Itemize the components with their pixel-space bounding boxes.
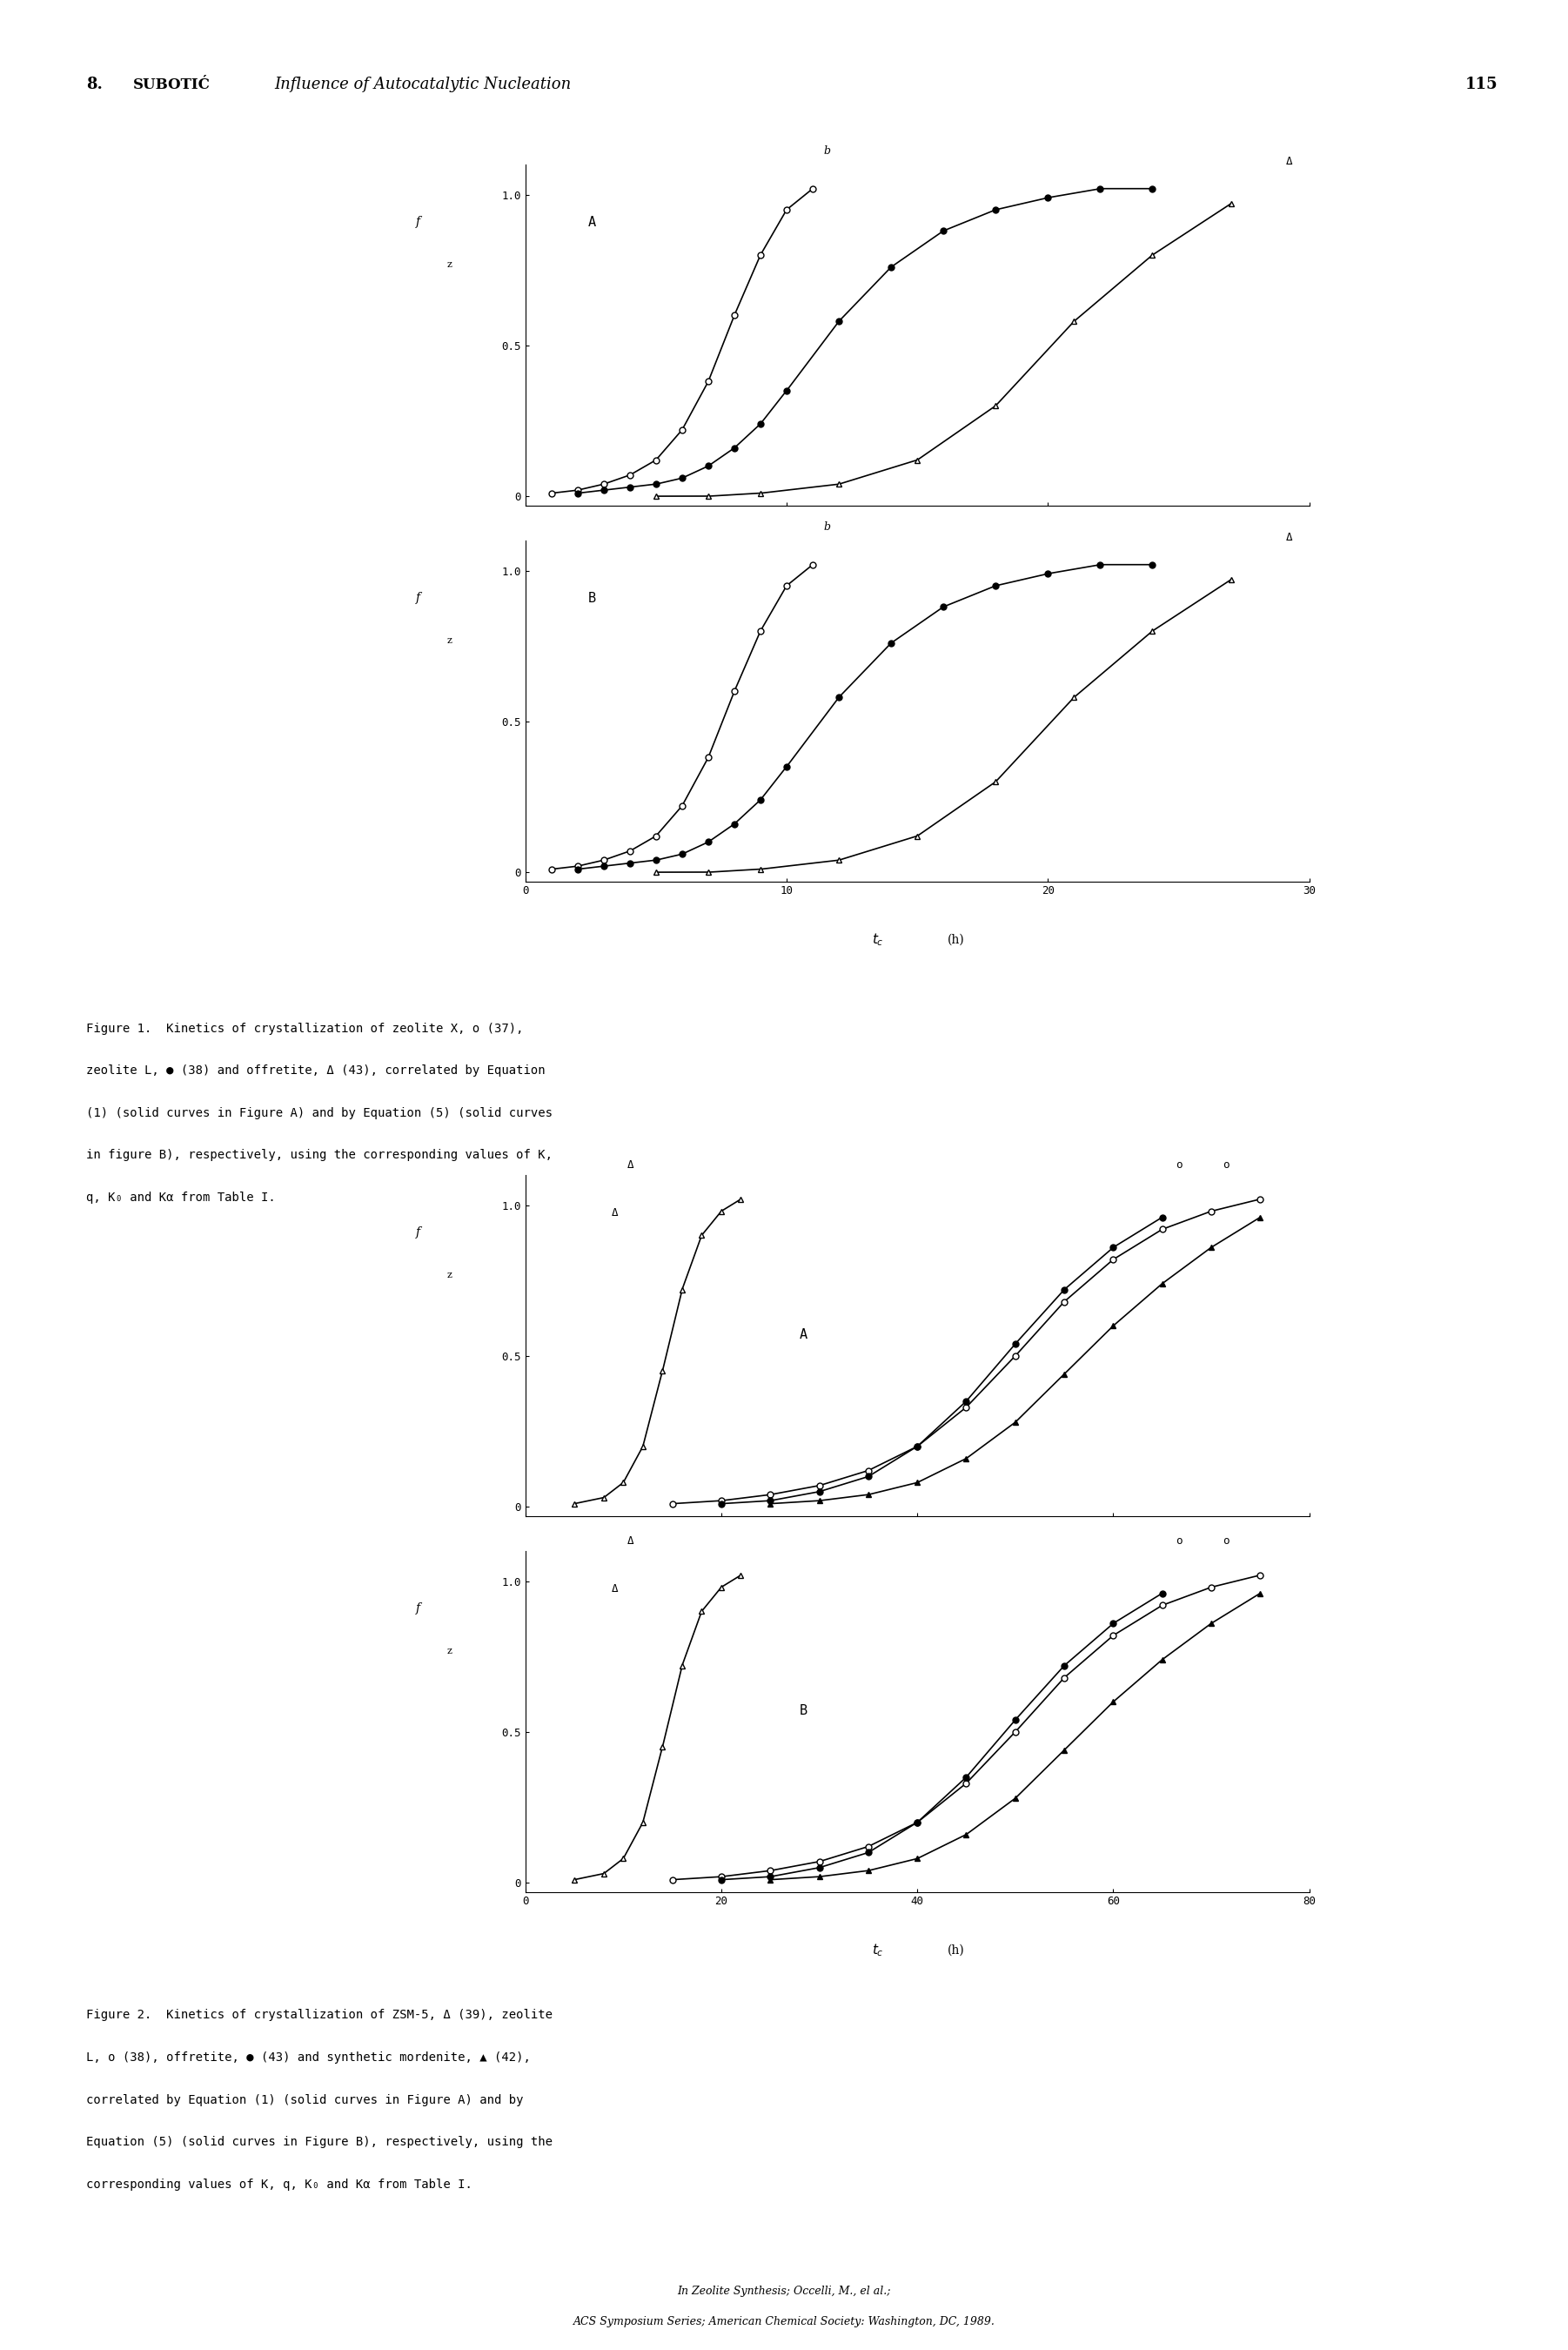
- Text: corresponding values of K, q, K₀ and Kα from Table I.: corresponding values of K, q, K₀ and Kα …: [86, 2178, 472, 2190]
- Text: $t_c$: $t_c$: [872, 933, 884, 947]
- Text: Figure 2.  Kinetics of crystallization of ZSM-5, Δ (39), zeolite: Figure 2. Kinetics of crystallization of…: [86, 2009, 552, 2021]
- Text: A: A: [800, 1328, 808, 1342]
- Text: B: B: [588, 592, 596, 604]
- Text: correlated by Equation (1) (solid curves in Figure A) and by: correlated by Equation (1) (solid curves…: [86, 2094, 524, 2106]
- Text: In Zeolite Synthesis; Occelli, M., el al.;: In Zeolite Synthesis; Occelli, M., el al…: [677, 2287, 891, 2296]
- Text: SUBOTIĆ: SUBOTIĆ: [133, 78, 210, 92]
- Text: zeolite L, ● (38) and offretite, Δ (43), correlated by Equation: zeolite L, ● (38) and offretite, Δ (43),…: [86, 1065, 546, 1076]
- Text: ACS Symposium Series; American Chemical Society: Washington, DC, 1989.: ACS Symposium Series; American Chemical …: [572, 2317, 996, 2326]
- Text: z: z: [447, 637, 452, 644]
- Text: f: f: [416, 216, 420, 228]
- Text: Δ: Δ: [627, 1159, 633, 1170]
- Text: z: z: [447, 261, 452, 268]
- Text: Δ: Δ: [612, 1584, 618, 1596]
- Text: 8.: 8.: [86, 78, 102, 92]
- Text: A: A: [588, 216, 596, 228]
- Text: $t_c$: $t_c$: [872, 1943, 884, 1958]
- Text: in figure B), respectively, using the corresponding values of K,: in figure B), respectively, using the co…: [86, 1149, 552, 1161]
- Text: Δ: Δ: [612, 1208, 618, 1220]
- Text: z: z: [447, 1271, 452, 1278]
- Text: b: b: [823, 146, 829, 157]
- Text: q, K₀ and Kα from Table I.: q, K₀ and Kα from Table I.: [86, 1191, 276, 1203]
- Text: f: f: [416, 1603, 420, 1614]
- Text: o: o: [1176, 1159, 1182, 1170]
- Text: Δ: Δ: [1286, 531, 1292, 543]
- Text: (1) (solid curves in Figure A) and by Equation (5) (solid curves: (1) (solid curves in Figure A) and by Eq…: [86, 1107, 552, 1119]
- Text: b: b: [823, 522, 829, 533]
- Text: Δ: Δ: [627, 1535, 633, 1546]
- Text: o: o: [1176, 1535, 1182, 1546]
- Text: o: o: [1223, 1535, 1229, 1546]
- Text: f: f: [416, 1227, 420, 1238]
- Text: L, o (38), offretite, ● (43) and synthetic mordenite, ▲ (42),: L, o (38), offretite, ● (43) and synthet…: [86, 2052, 532, 2063]
- Text: z: z: [447, 1647, 452, 1654]
- Text: o: o: [1223, 1159, 1229, 1170]
- Text: (h): (h): [949, 933, 964, 947]
- Text: Δ: Δ: [1286, 155, 1292, 167]
- Text: Figure 1.  Kinetics of crystallization of zeolite X, o (37),: Figure 1. Kinetics of crystallization of…: [86, 1022, 524, 1034]
- Text: 115: 115: [1466, 78, 1497, 92]
- Text: f: f: [416, 592, 420, 604]
- Text: Equation (5) (solid curves in Figure B), respectively, using the: Equation (5) (solid curves in Figure B),…: [86, 2136, 552, 2148]
- Text: (h): (h): [949, 1943, 964, 1958]
- Text: B: B: [800, 1704, 808, 1718]
- Text: Influence of Autocatalytic Nucleation: Influence of Autocatalytic Nucleation: [274, 78, 571, 92]
